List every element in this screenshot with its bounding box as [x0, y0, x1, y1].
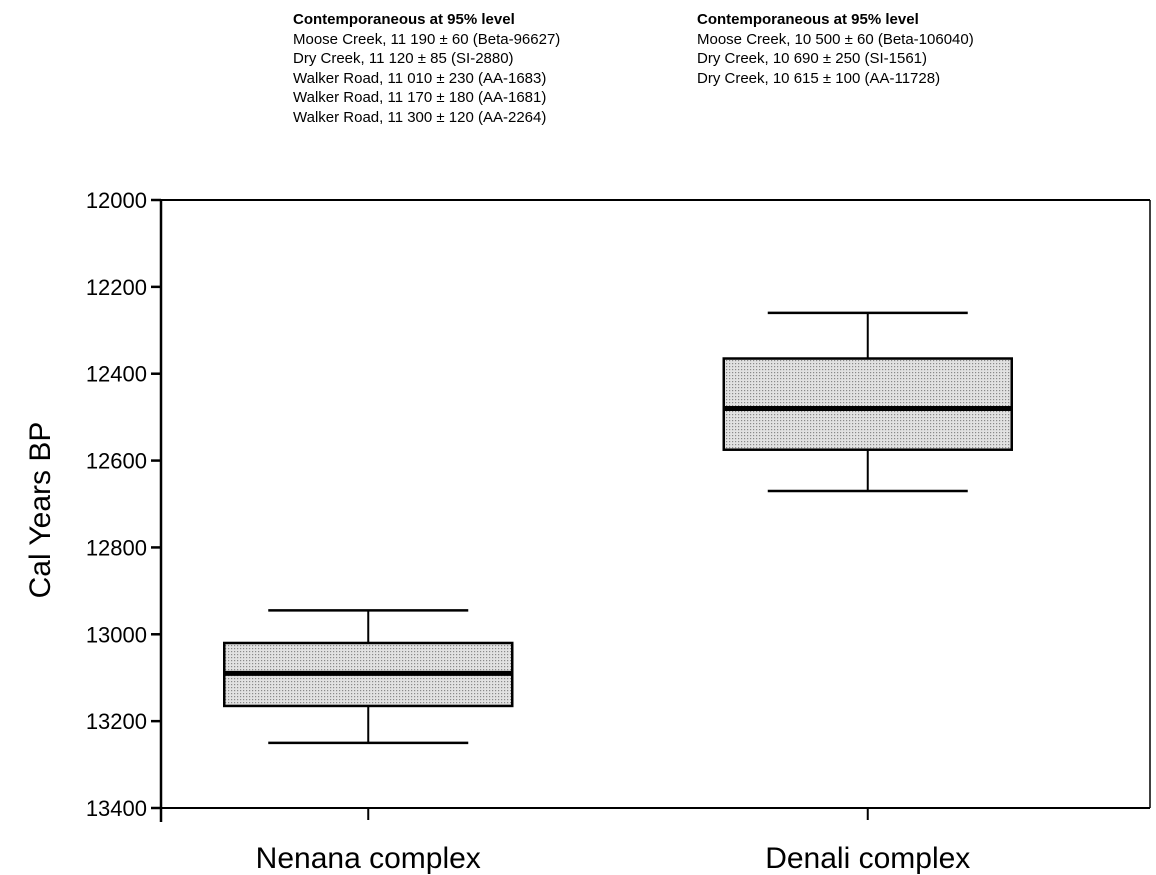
interquartile-box: [722, 357, 1013, 451]
annotation-line: Moose Creek, 10 500 ± 60 (Beta-106040): [697, 30, 974, 48]
annotation-block-nenana: Contemporaneous at 95% level Moose Creek…: [293, 10, 560, 127]
annotation-line: Walker Road, 11 170 ± 180 (AA-1681): [293, 89, 547, 106]
y-tick-label: 12600: [86, 449, 147, 474]
y-tick-label: 12800: [86, 535, 147, 560]
boxes: [223, 311, 1013, 745]
x-category-label: Nenana complex: [256, 842, 481, 875]
y-tick-label: 13000: [86, 622, 147, 647]
y-tick-label: 12400: [86, 362, 147, 387]
annotation-line: Dry Creek, 11 120 ± 85 (SI-2880): [293, 50, 514, 67]
axes: 12000 12200 12400 12600 12800 13000 13200 13400…: [86, 188, 1151, 875]
annotation-line: Dry Creek, 10 615 ± 100 (AA-11728): [697, 69, 941, 87]
y-tick-label: 12000: [86, 188, 147, 213]
y-tick-label: 12200: [86, 275, 147, 300]
annotation-line: Moose Creek, 11 190 ± 60 (Beta-96627): [293, 30, 561, 48]
annotation-block-denali: Contemporaneous at 95% level Moose Creek…: [697, 10, 974, 88]
annotation-heading: Contemporaneous at 95% level: [697, 11, 919, 28]
annotation-line: Walker Road, 11 010 ± 230 (AA-1683): [293, 69, 547, 87]
box-nenana-complex: [223, 609, 514, 745]
annotation-line: Walker Road, 11 300 ± 120 (AA-2264): [293, 108, 547, 126]
box-denali-complex: [722, 311, 1013, 493]
y-axis-title: Cal Years BP: [24, 422, 57, 599]
annotation-line: Dry Creek, 10 690 ± 250 (SI-1561): [697, 50, 928, 67]
y-tick-label: 13400: [86, 796, 147, 821]
x-category-label: Denali complex: [765, 842, 970, 875]
y-tick-label: 13200: [86, 709, 147, 734]
annotation-heading: Contemporaneous at 95% level: [293, 11, 515, 28]
